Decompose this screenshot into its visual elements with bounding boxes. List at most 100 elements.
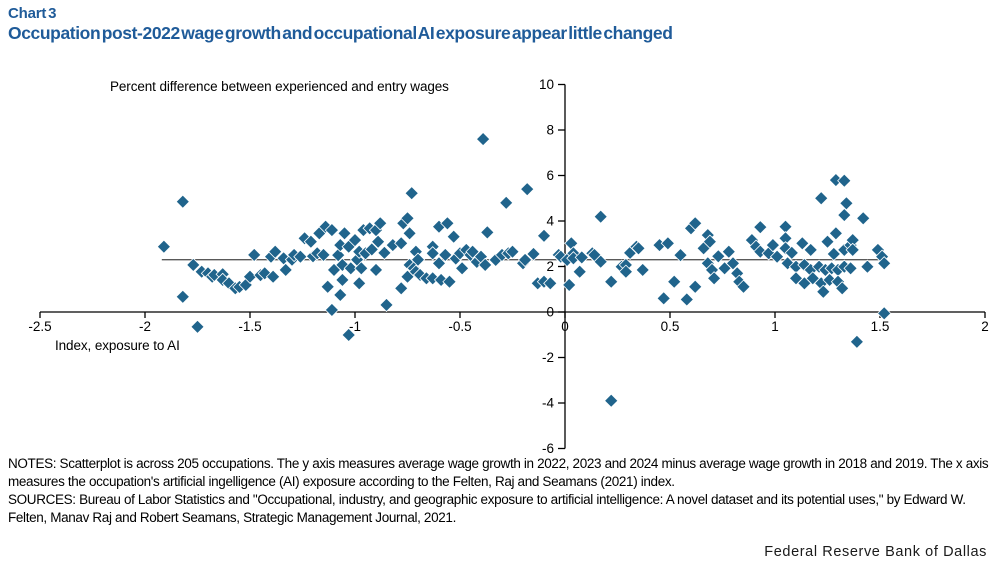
data-point <box>352 276 367 291</box>
data-point <box>797 257 812 273</box>
data-point <box>320 279 335 294</box>
notes-text: NOTES: Scatterplot is across 205 occupat… <box>8 456 989 489</box>
data-point <box>156 239 172 254</box>
data-point <box>562 277 577 293</box>
data-point <box>364 242 379 257</box>
data-point <box>293 249 308 264</box>
data-point <box>593 254 608 269</box>
data-point <box>656 291 671 306</box>
data-point <box>190 319 205 334</box>
sources-text: SOURCES: Bureau of Labor Statistics and … <box>8 492 966 525</box>
data-point <box>186 257 201 273</box>
data-point <box>564 236 579 251</box>
chart-notes: NOTES: Scatterplot is across 205 occupat… <box>8 455 990 526</box>
data-point <box>604 274 619 289</box>
chart-number: Chart 3 <box>8 5 57 22</box>
data-point <box>175 289 190 304</box>
data-point <box>335 272 350 288</box>
y-tick-label: -6 <box>542 441 554 456</box>
data-point <box>247 247 262 263</box>
data-point <box>837 173 852 188</box>
data-point <box>816 284 831 299</box>
data-point <box>604 393 619 408</box>
data-point <box>688 216 703 231</box>
data-point <box>660 236 676 251</box>
data-point <box>400 211 415 226</box>
data-point <box>843 261 858 276</box>
data-point <box>553 249 568 264</box>
data-point <box>543 276 558 291</box>
data-point <box>828 226 844 241</box>
y-tick-label: 0 <box>546 305 554 320</box>
data-point <box>803 242 818 258</box>
data-point <box>373 216 388 231</box>
data-point <box>673 247 688 263</box>
data-point <box>278 262 293 278</box>
data-point <box>402 226 417 241</box>
data-point <box>175 194 190 209</box>
data-point <box>425 246 440 261</box>
data-point <box>425 271 440 286</box>
data-point <box>268 244 283 259</box>
data-point <box>324 222 340 238</box>
x-axis-title: Index, exposure to AI <box>55 338 180 353</box>
data-point <box>849 334 865 349</box>
data-point <box>711 249 726 264</box>
data-point <box>618 264 634 279</box>
x-tick-label: 1 <box>771 319 779 334</box>
data-point <box>631 241 646 256</box>
data-point <box>839 196 854 211</box>
data-point <box>333 237 348 253</box>
data-point <box>343 261 358 276</box>
y-axis-title: Percent difference between experienced a… <box>110 79 449 94</box>
data-point <box>465 244 480 259</box>
data-point <box>442 274 457 289</box>
x-tick-label: -2.5 <box>28 319 51 334</box>
data-point <box>753 219 768 235</box>
data-point <box>394 236 409 251</box>
data-point <box>877 256 892 271</box>
data-point <box>667 274 682 289</box>
y-tick-label: 8 <box>546 123 554 138</box>
y-tick-label: -2 <box>542 350 554 365</box>
data-point <box>475 131 491 147</box>
data-point <box>572 264 587 279</box>
data-point <box>520 181 535 197</box>
data-point <box>536 228 552 243</box>
data-point <box>826 246 841 262</box>
data-point <box>337 226 352 241</box>
data-point <box>736 279 751 294</box>
data-point <box>721 244 736 259</box>
data-point <box>368 262 384 278</box>
data-point <box>845 242 860 258</box>
data-point <box>265 269 281 284</box>
data-point <box>814 191 829 206</box>
chart-title: Occupation post-2022 wage growth and occ… <box>8 23 673 43</box>
x-tick-label: 1.5 <box>871 319 890 334</box>
x-tick-label: -1 <box>349 319 361 334</box>
data-point <box>335 257 350 273</box>
data-point <box>856 211 871 226</box>
data-point <box>478 257 493 273</box>
data-point <box>811 259 827 274</box>
data-point <box>341 327 356 343</box>
data-point <box>778 241 793 256</box>
data-point <box>517 252 533 268</box>
data-point <box>877 306 892 321</box>
data-point <box>526 246 541 262</box>
data-point <box>860 259 875 274</box>
data-point <box>788 271 804 286</box>
data-point <box>331 247 346 263</box>
data-point <box>593 209 608 224</box>
data-point <box>347 232 363 248</box>
data-point <box>706 271 722 286</box>
y-tick-label: 10 <box>539 77 554 92</box>
y-tick-label: -4 <box>542 396 554 411</box>
y-tick-label: 2 <box>546 259 554 274</box>
data-point <box>480 225 495 240</box>
data-point <box>702 234 718 249</box>
data-point <box>354 261 369 276</box>
data-point <box>303 234 319 249</box>
data-point <box>454 261 470 276</box>
